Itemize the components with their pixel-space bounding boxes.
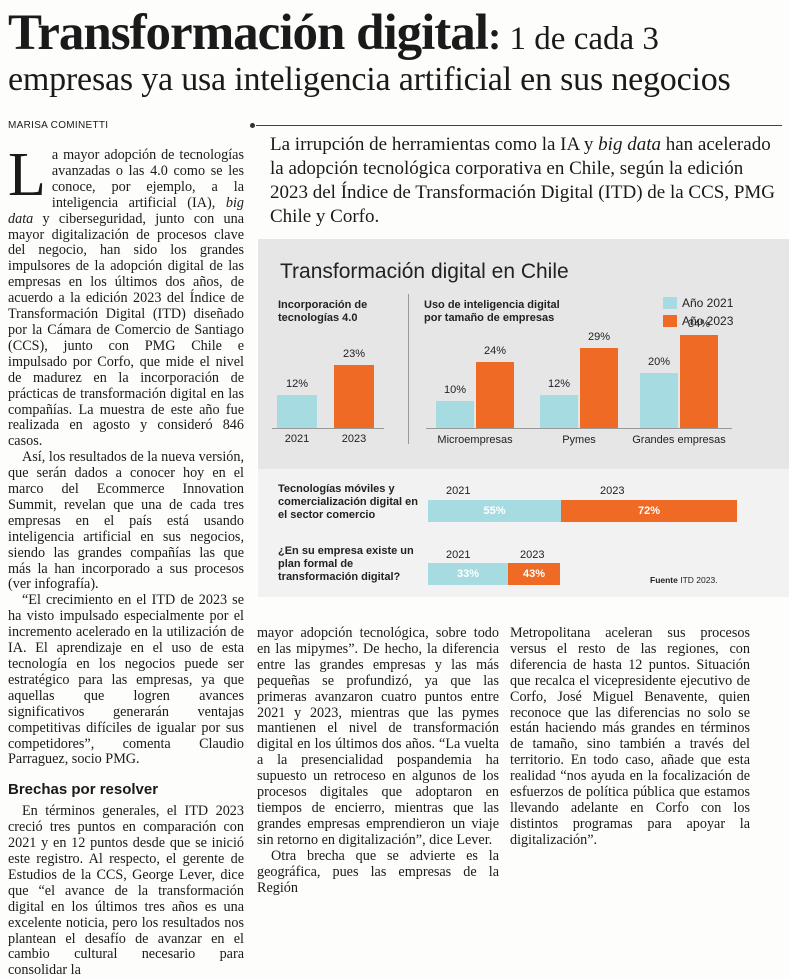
chart2-value-label: 24% [483, 345, 507, 357]
lead-italic: big data [598, 134, 661, 155]
chart1-subtitle: Incorporación de tecnologías 4.0 [278, 299, 368, 324]
lead-paragraph: La irrupción de herramientas como la IA … [270, 133, 780, 229]
chart2-bar-Microempresas-2023 [476, 362, 514, 428]
paragraph-4: En términos generales, el ITD 2023 creci… [8, 803, 244, 979]
legend-2023: Año 2023 [682, 314, 734, 328]
lead-part2: han acelerado la adopción tecnológica co… [270, 134, 776, 227]
chart4-subtitle: ¿En su empresa existe un plan formal de … [278, 545, 414, 583]
chart4-year-2023: 2023 [520, 549, 545, 561]
paragraph-6: Otra brecha que se advierte es la geográ… [257, 847, 499, 896]
chart2-value-label: 34% [687, 317, 711, 330]
headline-main: Transformación digital [8, 5, 489, 61]
chart2-bar-Microempresas-2021 [436, 400, 474, 428]
legend-swatch-2021 [663, 297, 677, 309]
paragraph-3: “El crecimiento en el ITD de 2023 se ha … [8, 592, 244, 768]
chart1-tick-label: 2021 [284, 433, 310, 445]
chart2-value-label: 20% [647, 356, 671, 368]
subheading: Brechas por resolver [8, 781, 159, 799]
chart1-value-label: 23% [342, 347, 366, 360]
chart2-value-label: 12% [547, 378, 571, 390]
chart1-value-label: 12% [285, 378, 309, 390]
chart2-bar-Pymes-2021 [540, 395, 578, 428]
author-byline: MARISA COMINETTI [8, 120, 109, 131]
chart2-bar-Grandes empresas-2021 [640, 373, 678, 428]
paragraph-1b: y ciberseguridad, junto con una mayor di… [8, 210, 244, 450]
paragraph-7: Metropolitana aceleran sus procesos vers… [510, 625, 750, 848]
chart3-bar-2021: 55% [428, 500, 561, 522]
infographic: Transformación digital en Chile Incorpor… [258, 239, 789, 597]
chart2-tick-label: Grandes empresas [632, 434, 726, 446]
chart3-year-2021: 2021 [446, 485, 471, 497]
chart2-value-label: 29% [587, 331, 611, 344]
paragraph-1-italic: big data [8, 194, 244, 227]
chart4-year-2021: 2021 [446, 549, 471, 561]
chart1-tick-label: 2023 [341, 433, 367, 445]
chart2-value-label: 10% [443, 383, 467, 396]
chart1-bar-2023 [334, 364, 374, 428]
body-column-3: Metropolitana aceleran sus procesos vers… [510, 625, 750, 849]
lead-part1: La irrupción de herramientas como la IA … [270, 134, 599, 155]
headline-line2: empresas ya usa inteligencia artificial … [8, 61, 731, 98]
chart3-bar-2023: 72% [561, 500, 737, 522]
chart2-tick-label: Microempresas [437, 434, 513, 446]
headline: Transformación digital: 1 de cada 3 empr… [8, 8, 783, 97]
drop-cap: L [8, 141, 46, 209]
legend-2021: Año 2021 [682, 296, 734, 310]
chart2-tick-label: Pymes [562, 434, 596, 446]
paragraph-2: Así, los resultados de la nueva versión,… [8, 449, 244, 593]
chart4-bar-2021: 33% [428, 563, 508, 585]
chart2-baseline [426, 428, 732, 429]
lead-divider [250, 123, 782, 128]
chart2-bar-Grandes empresas-2023 [680, 334, 718, 428]
chart1-baseline [272, 428, 384, 429]
chart-title: Transformación digital en Chile [280, 260, 569, 283]
chart4-bar-2023: 43% [508, 563, 560, 585]
source-text: ITD 2023. [680, 575, 718, 585]
headline-tail: 1 de cada 3 [501, 21, 659, 57]
body-column-2: mayor adopción tecnológica, sobre todo e… [257, 625, 499, 896]
headline-colon: : [487, 13, 502, 58]
chart3-subtitle: Tecnologías móviles y comercialización d… [278, 483, 418, 521]
source-label: Fuente [650, 575, 678, 585]
paragraph-5: mayor adopción tecnológica, sobre todo e… [257, 625, 499, 848]
chart2-subtitle: Uso de inteligencia digital por tamaño d… [424, 299, 560, 324]
lower-panel: Tecnologías móviles y comercialización d… [258, 469, 789, 597]
paragraph-1a: a mayor adopción de tecnologías avanzada… [51, 147, 244, 211]
chart2-bar-Pymes-2023 [580, 348, 618, 428]
legend-swatch-2023 [663, 315, 677, 327]
chart3-year-2023: 2023 [600, 485, 625, 497]
chart1-bar-2021 [277, 395, 317, 428]
source-note: Fuente ITD 2023. [650, 575, 718, 585]
chart-divider [408, 294, 409, 444]
